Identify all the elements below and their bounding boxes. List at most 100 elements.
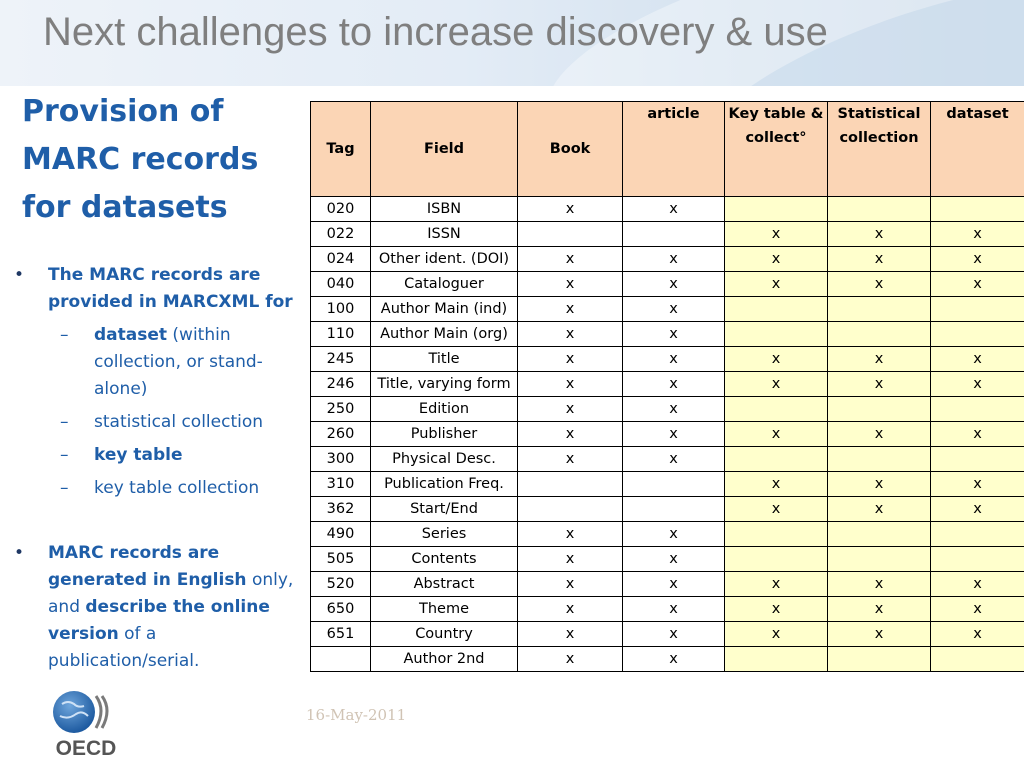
table-row: 245 Title x x x x x: [310, 346, 1024, 372]
cell-article: x: [622, 296, 725, 322]
col-header-key-table: Key table & collect°: [724, 101, 828, 197]
cell-tag: 362: [310, 496, 371, 522]
bullet-dot: •: [14, 543, 25, 563]
cell-field: Country: [370, 621, 518, 647]
cell-book: x: [517, 596, 623, 622]
cell-article: x: [622, 646, 725, 672]
cell-field: Abstract: [370, 571, 518, 597]
cell-tag: 310: [310, 471, 371, 497]
cell-dataset: x: [930, 371, 1024, 397]
table-row: 490 Series x x: [310, 521, 1024, 547]
cell-field: Physical Desc.: [370, 446, 518, 472]
cell-book: x: [517, 246, 623, 272]
cell-tag: 246: [310, 371, 371, 397]
cell-key-table: x: [724, 246, 828, 272]
cell-statistical-collection: x: [827, 571, 931, 597]
sub-item-key-table: – key table: [14, 442, 304, 469]
cell-dataset: x: [930, 271, 1024, 297]
cell-article: [622, 471, 725, 497]
cell-book: x: [517, 646, 623, 672]
cell-statistical-collection: x: [827, 471, 931, 497]
cell-dataset: x: [930, 496, 1024, 522]
cell-key-table: x: [724, 621, 828, 647]
cell-statistical-collection: x: [827, 496, 931, 522]
cell-field: Title, varying form: [370, 371, 518, 397]
cell-statistical-collection: [827, 646, 931, 672]
cell-statistical-collection: x: [827, 221, 931, 247]
col-header-article: article: [622, 101, 725, 197]
cell-key-table: x: [724, 421, 828, 447]
cell-article: x: [622, 596, 725, 622]
bullet-item: • MARC records are generated in English …: [14, 540, 304, 675]
table-row: 040 Cataloguer x x x x x: [310, 271, 1024, 297]
bullet-text: only, and: [48, 570, 294, 617]
sub-item-text: key table collection: [94, 478, 260, 498]
cell-tag: 022: [310, 221, 371, 247]
cell-tag: 024: [310, 246, 371, 272]
cell-book: x: [517, 396, 623, 422]
cell-field: Author Main (ind): [370, 296, 518, 322]
table-row: 260 Publisher x x x x x: [310, 421, 1024, 447]
cell-dataset: x: [930, 596, 1024, 622]
table-row: 300 Physical Desc. x x: [310, 446, 1024, 472]
dash-marker: –: [60, 478, 69, 498]
table-row: 650 Theme x x x x x: [310, 596, 1024, 622]
cell-book: x: [517, 296, 623, 322]
cell-book: x: [517, 521, 623, 547]
cell-dataset: [930, 646, 1024, 672]
cell-article: x: [622, 271, 725, 297]
cell-book: x: [517, 321, 623, 347]
cell-field: Author Main (org): [370, 321, 518, 347]
cell-field: Edition: [370, 396, 518, 422]
table-row: 020 ISBN x x: [310, 196, 1024, 222]
cell-key-table: x: [724, 271, 828, 297]
cell-article: x: [622, 396, 725, 422]
cell-tag: 300: [310, 446, 371, 472]
cell-field: Start/End: [370, 496, 518, 522]
cell-key-table: [724, 321, 828, 347]
cell-tag: 651: [310, 621, 371, 647]
section-heading: Provision of MARC records for datasets: [22, 94, 259, 225]
cell-key-table: [724, 296, 828, 322]
globe-icon: [53, 691, 95, 733]
cell-key-table: [724, 521, 828, 547]
cell-article: x: [622, 571, 725, 597]
col-header-book: Book: [517, 101, 623, 197]
cell-dataset: [930, 521, 1024, 547]
table-row: 100 Author Main (ind) x x: [310, 296, 1024, 322]
cell-statistical-collection: x: [827, 371, 931, 397]
cell-article: x: [622, 246, 725, 272]
cell-article: x: [622, 371, 725, 397]
cell-statistical-collection: [827, 296, 931, 322]
cell-article: [622, 496, 725, 522]
oecd-logo: OECD: [53, 691, 116, 760]
bullet-text: The MARC records are provided in MARCXML…: [48, 265, 293, 312]
col-header-statistical-collection: Statistical collection: [827, 101, 931, 197]
marc-fields-table: Tag Field Book article Key table & colle…: [310, 101, 1024, 672]
cell-tag: 100: [310, 296, 371, 322]
cell-field: Publisher: [370, 421, 518, 447]
cell-book: x: [517, 271, 623, 297]
cell-key-table: x: [724, 496, 828, 522]
cell-book: x: [517, 621, 623, 647]
cell-statistical-collection: x: [827, 621, 931, 647]
cell-field: Cataloguer: [370, 271, 518, 297]
cell-dataset: [930, 546, 1024, 572]
bullet-text: of a publication/serial.: [48, 624, 200, 671]
cell-statistical-collection: [827, 196, 931, 222]
cell-field: Publication Freq.: [370, 471, 518, 497]
cell-dataset: x: [930, 421, 1024, 447]
cell-book: x: [517, 571, 623, 597]
cell-field: Theme: [370, 596, 518, 622]
cell-dataset: x: [930, 221, 1024, 247]
cell-statistical-collection: [827, 521, 931, 547]
cell-tag: 040: [310, 271, 371, 297]
cell-field: Title: [370, 346, 518, 372]
cell-key-table: x: [724, 346, 828, 372]
cell-book: x: [517, 371, 623, 397]
cell-tag: 505: [310, 546, 371, 572]
sub-item-key-table-collection: – key table collection: [14, 475, 304, 502]
cell-statistical-collection: x: [827, 421, 931, 447]
cell-book: x: [517, 546, 623, 572]
cell-tag: [310, 646, 371, 672]
